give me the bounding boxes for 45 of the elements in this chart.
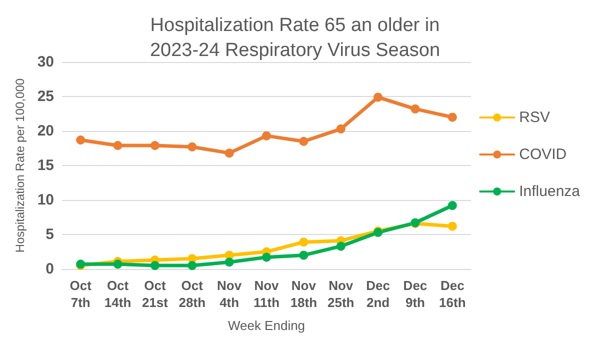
point — [188, 261, 197, 270]
legend-label: COVID — [519, 146, 567, 163]
y-axis-title: Hospitalization Rate per 100,000 — [13, 78, 27, 253]
point — [374, 92, 383, 102]
x-tick-label: Oct 14th — [104, 278, 132, 310]
point — [262, 252, 271, 262]
y-tick-label: 10 — [37, 192, 54, 208]
x-tick-label: Nov 4th — [217, 278, 242, 310]
x-tick-label: Dec 9th — [403, 278, 428, 310]
x-tick-label: Nov 11th — [253, 278, 280, 310]
x-tick-label: Oct 21st — [142, 278, 169, 310]
point — [188, 142, 197, 152]
point — [150, 140, 160, 150]
y-tick-label: 25 — [37, 88, 54, 105]
point — [448, 112, 457, 122]
point — [448, 222, 457, 231]
point — [224, 258, 234, 267]
point — [336, 242, 346, 251]
point — [113, 140, 122, 150]
point — [262, 131, 271, 140]
x-axis-title: Week Ending — [228, 318, 306, 333]
point — [113, 260, 122, 269]
chart-title: Hospitalization Rate 65 an older in 2023-24 Respiratory Virus Season — [150, 15, 440, 61]
point — [299, 136, 308, 146]
point — [410, 104, 420, 114]
point — [448, 201, 457, 210]
y-tick-label: 15 — [37, 157, 54, 174]
x-tick-label: Nov 18th — [290, 278, 318, 310]
point — [299, 250, 308, 260]
point — [299, 238, 308, 247]
x-tick-label: Dec 16th — [439, 278, 466, 310]
point — [224, 148, 234, 158]
legend-label: RSV — [519, 109, 550, 126]
x-tick-label: Oct 28th — [178, 278, 206, 310]
y-tick-label: 5 — [46, 226, 54, 243]
point — [336, 124, 346, 134]
y-tick-label: 30 — [37, 54, 54, 70]
y-tick-label: 0 — [46, 260, 54, 278]
x-tick-label: Dec 2nd — [366, 278, 390, 310]
point — [76, 135, 86, 144]
x-tick-label: Oct 7th — [70, 278, 92, 310]
point — [150, 261, 160, 270]
x-tick-label: Nov 25th — [327, 278, 354, 310]
legend-label: Influenza — [519, 183, 581, 200]
y-tick-label: 20 — [37, 122, 54, 140]
